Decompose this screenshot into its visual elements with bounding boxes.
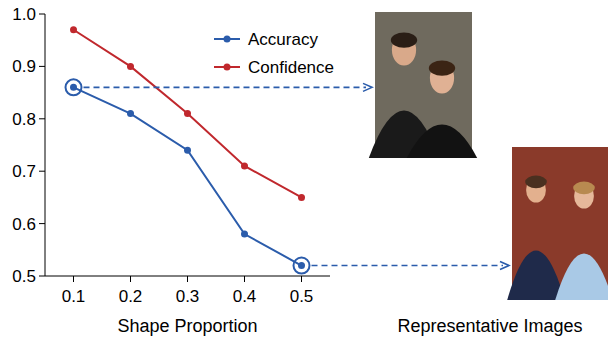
series-marker (298, 262, 305, 269)
y-tick-label: 0.6 (12, 215, 36, 234)
person-hair (391, 32, 417, 47)
x-tick (73, 276, 74, 282)
x-tick-label: 0.5 (290, 287, 314, 306)
legend-marker (224, 64, 231, 71)
series-line (74, 87, 302, 265)
series-line (74, 30, 302, 198)
person-hair (573, 182, 595, 195)
series-marker (127, 63, 134, 70)
dashed-arrow (312, 265, 504, 267)
y-tick (39, 118, 45, 119)
y-tick-label: 0.5 (12, 267, 36, 286)
series-marker (184, 147, 191, 154)
chart: 0.5 0.6 0.7 0.8 0.9 1.0 0.1 0.2 0.3 0.4 0.5 Shape P… (0, 0, 608, 337)
x-tick (187, 276, 188, 282)
annotation: Representative Images (397, 316, 582, 336)
series-marker (127, 110, 134, 117)
y-axis (45, 14, 46, 276)
legend-marker (224, 36, 231, 43)
arrow-head (363, 83, 372, 91)
series-marker (298, 194, 305, 201)
y-tick-label: 1.0 (12, 5, 36, 24)
series-marker (184, 110, 191, 117)
y-tick-label: 0.9 (12, 57, 36, 76)
x-tick-label: 0.4 (233, 287, 257, 306)
highlight-ring (294, 258, 310, 274)
x-tick-label: 0.2 (119, 287, 143, 306)
y-tick (39, 171, 45, 172)
person-hair (525, 176, 547, 189)
series-marker (241, 231, 248, 238)
x-tick (244, 276, 245, 282)
highlight-ring (66, 79, 82, 95)
y-tick-label: 0.7 (12, 162, 36, 181)
x-axis-label: Shape Proportion (117, 316, 257, 336)
person-body (555, 253, 608, 300)
x-tick (130, 276, 131, 282)
person-body (507, 250, 565, 300)
representative-image (507, 147, 608, 300)
person-body (407, 125, 477, 158)
y-tick (39, 66, 45, 67)
y-tick (39, 14, 45, 15)
arrow-head (500, 262, 509, 270)
series-marker (241, 162, 248, 169)
legend-label: Accuracy (248, 30, 318, 49)
y-tick (39, 276, 45, 277)
series-marker (70, 26, 77, 33)
x-tick-label: 0.1 (62, 287, 86, 306)
y-tick-label: 0.8 (12, 110, 36, 129)
person-hair (429, 60, 455, 75)
dashed-arrow (84, 87, 367, 89)
series-marker (70, 84, 77, 91)
representative-image (369, 12, 477, 158)
x-tick (301, 276, 302, 282)
x-tick-label: 0.3 (176, 287, 200, 306)
y-tick (39, 223, 45, 224)
legend-label: Confidence (248, 58, 334, 77)
